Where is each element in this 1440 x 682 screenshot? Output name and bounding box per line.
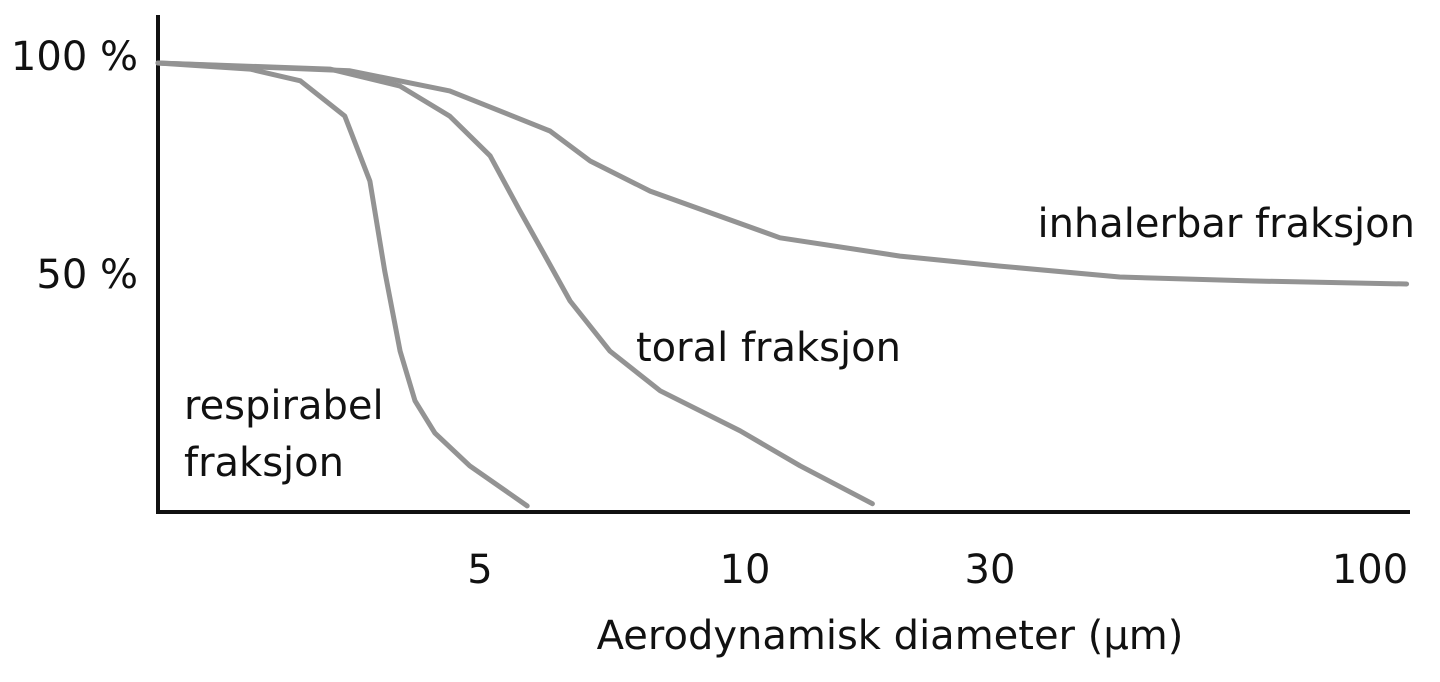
series-label: toral fraksjon [636, 325, 901, 371]
x-tick-label: 30 [965, 547, 1016, 593]
y-tick-label: 50 % [36, 252, 138, 298]
x-axis-label: Aerodynamisk diameter (µm) [597, 613, 1184, 659]
x-tick-label: 10 [720, 547, 771, 593]
series-label: respirabel fraksjon [184, 383, 384, 486]
series-line [155, 60, 1410, 287]
x-tick-label: 5 [467, 547, 492, 593]
series-line [155, 60, 875, 507]
y-tick-label: 100 % [11, 34, 138, 80]
series-label: inhalerbar fraksjon [1037, 201, 1415, 247]
x-tick-label: 100 [1332, 547, 1408, 593]
series-line [155, 60, 530, 509]
